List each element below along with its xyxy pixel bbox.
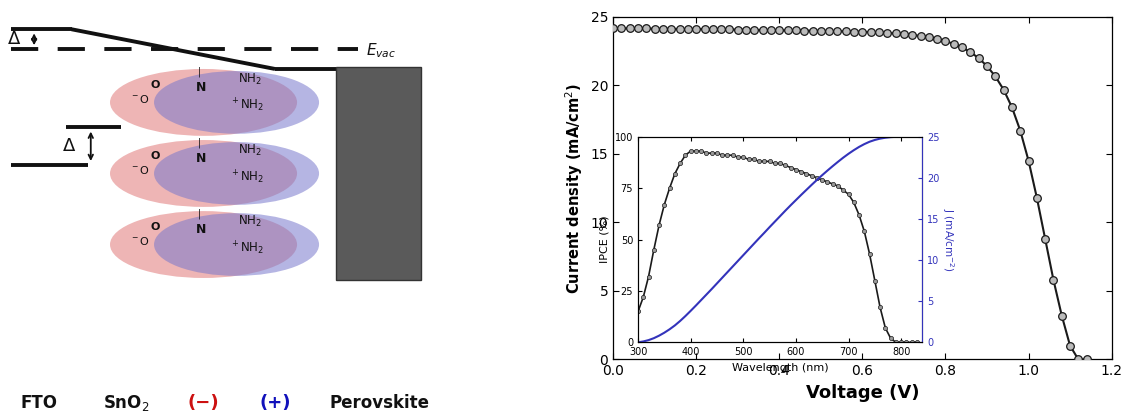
Text: $|$: $|$ (197, 207, 202, 222)
Y-axis label: J (mA/cm$^{-2}$): J (mA/cm$^{-2}$) (941, 208, 956, 271)
Text: $^+$NH$_2$: $^+$NH$_2$ (230, 239, 265, 257)
Text: N: N (196, 152, 206, 166)
Text: $|$: $|$ (197, 65, 202, 79)
Text: $E_{vac}$: $E_{vac}$ (366, 41, 397, 59)
Ellipse shape (110, 69, 297, 136)
Text: SnO$_2$: SnO$_2$ (103, 393, 150, 413)
Text: O: O (150, 80, 159, 90)
Text: $^-$O: $^-$O (131, 164, 150, 176)
Text: FTO: FTO (19, 394, 57, 413)
Text: NH$_2$: NH$_2$ (238, 72, 262, 87)
Text: Perovskite: Perovskite (330, 394, 430, 413)
Text: $^+$NH$_2$: $^+$NH$_2$ (230, 97, 265, 115)
Bar (336, 67, 421, 280)
Text: $\Delta$: $\Delta$ (62, 137, 76, 155)
Text: $^-$O: $^-$O (131, 93, 150, 105)
Text: NH$_2$: NH$_2$ (238, 143, 262, 158)
Text: N: N (196, 81, 206, 94)
Text: (−): (−) (188, 394, 219, 413)
Text: (+): (+) (259, 394, 291, 413)
Text: O: O (150, 222, 159, 232)
Text: $\Delta$: $\Delta$ (7, 30, 21, 48)
Text: $^+$NH$_2$: $^+$NH$_2$ (230, 168, 265, 186)
Ellipse shape (110, 211, 297, 278)
Text: O: O (150, 151, 159, 161)
Ellipse shape (154, 213, 319, 276)
X-axis label: Voltage (V): Voltage (V) (806, 384, 919, 402)
Ellipse shape (154, 71, 319, 134)
Text: $^-$O: $^-$O (131, 235, 150, 247)
Text: N: N (196, 223, 206, 237)
Ellipse shape (110, 140, 297, 207)
Text: $|$: $|$ (197, 136, 202, 150)
Text: NH$_2$: NH$_2$ (238, 214, 262, 229)
Y-axis label: Current density (mA/cm$^2$): Current density (mA/cm$^2$) (564, 82, 586, 294)
Ellipse shape (154, 142, 319, 205)
